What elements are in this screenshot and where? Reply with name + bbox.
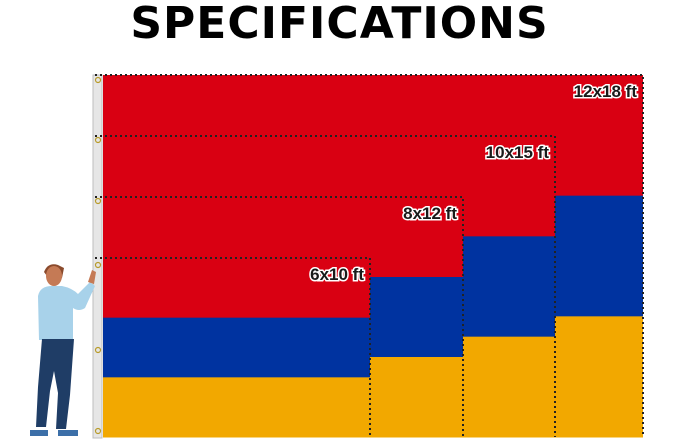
orange-stripe [103,377,370,438]
size-label: 8x12 ft [403,204,457,223]
person-figure [30,264,96,436]
size-outline [95,135,556,437]
size-label: 6x10 ft [310,265,364,284]
red-stripe [103,258,370,319]
size-label: 10x15 ft [486,143,550,162]
page-title: SPECIFICATIONS [130,0,549,49]
blue-stripe [103,317,370,378]
flag-pole [92,74,103,439]
flag-6x10-ft: 6x10 ft [95,257,371,438]
size-label: 12x18 ft [574,82,638,101]
size-outline [95,257,371,437]
